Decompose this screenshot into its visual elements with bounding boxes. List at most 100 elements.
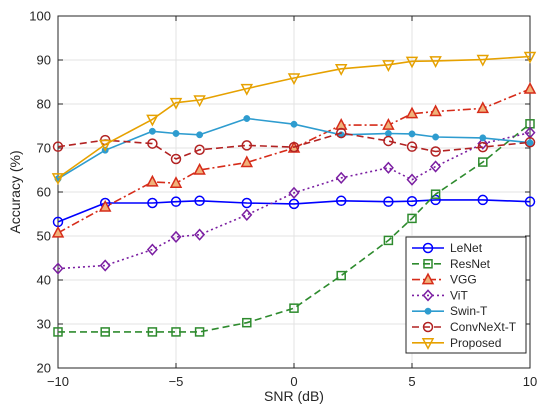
series-swin-t [54,115,534,183]
data-point-resnet [383,235,394,246]
data-point-lenet [430,194,441,206]
y-tick-label: 100 [29,9,51,24]
data-point-vit [99,259,111,272]
legend-box [405,236,527,354]
data-point-proposed [240,83,254,96]
data-point-lenet [241,197,253,209]
data-point-lenet [194,195,205,207]
data-point-vgg [240,155,254,168]
data-point-vgg [405,106,419,119]
legend-marker-swin-t [424,307,432,315]
data-point-lenet [524,196,536,207]
data-point-vit [382,161,394,174]
data-point-convnext-t [383,135,394,147]
data-point-swin-t [172,130,180,137]
legend-label-swin-t: Swin-T [450,304,488,318]
legend-marker-proposed [421,338,435,350]
data-point-lenet [147,197,158,209]
legend-label-convnext-t: ConvNeXt-T [450,320,517,334]
data-point-proposed [287,73,301,86]
legend-marker-vit [422,289,434,302]
data-point-vit [477,137,489,150]
data-point-convnext-t [335,127,347,139]
data-point-proposed [169,97,183,110]
data-point-convnext-t [430,146,441,157]
data-point-vgg [382,118,395,130]
data-point-swin-t [408,130,416,138]
data-point-swin-t [196,131,204,139]
data-point-proposed [405,56,419,69]
legend-label-vit: ViT [450,288,468,302]
data-point-proposed [51,173,65,186]
data-point-lenet [170,196,182,207]
y-tick-label: 60 [37,185,51,200]
data-point-resnet [336,270,346,281]
y-tick-label: 20 [37,361,51,376]
data-point-resnet [478,157,488,167]
legend-marker-resnet [423,259,433,269]
data-point-swin-t [526,139,534,147]
data-point-convnext-t [194,144,205,156]
data-point-swin-t [290,120,298,128]
data-point-vit [406,173,418,186]
legend-marker-convnext-t [422,321,434,333]
data-point-vit [170,230,182,244]
data-point-proposed [523,51,537,64]
data-point-convnext-t [477,141,489,153]
data-point-vit [241,208,253,222]
data-point-proposed [193,95,206,108]
series-group [51,51,537,337]
data-point-proposed [476,54,490,67]
series-line-convnext-t [57,132,531,160]
legend-label-resnet: ResNet [450,257,491,271]
data-point-resnet [100,327,110,337]
y-axis-title: Accuracy (%) [7,150,23,233]
data-point-resnet [147,327,158,337]
y-tick-label: 40 [37,273,51,288]
data-point-resnet [430,189,441,199]
data-point-resnet [53,327,63,337]
data-point-vit [430,160,442,173]
axis-ticks: −10 −5 0 5 10 20 30 40 50 60 70 80 90 100 [29,9,537,390]
series-line-proposed [57,55,531,179]
series-line-resnet [58,123,531,333]
data-point-swin-t [479,134,487,142]
y-tick-label: 70 [37,141,51,156]
data-point-convnext-t [406,141,418,152]
data-point-convnext-t [524,137,536,148]
y-tick-label: 80 [37,97,51,112]
series-proposed [51,51,537,186]
legend-label-vgg: VGG [450,273,477,287]
data-point-vgg [146,174,159,187]
data-point-convnext-t [170,153,182,165]
data-point-vit [146,243,158,256]
data-point-resnet [194,327,205,337]
data-point-vit [194,228,206,241]
x-axis-title: SNR (dB) [264,388,324,404]
data-point-vgg [193,162,206,175]
data-point-vgg [51,225,65,238]
data-point-vit [335,171,347,185]
y-tick-label: 90 [37,53,51,68]
data-point-convnext-t [241,140,253,151]
data-point-convnext-t [288,141,300,153]
data-point-vit [288,186,300,200]
y-tick-label: 30 [37,317,51,332]
legend-label-lenet: LeNet [450,241,483,255]
data-point-proposed [429,56,442,68]
data-point-convnext-t [147,138,158,149]
data-point-vgg [429,104,442,117]
data-point-lenet [383,196,394,207]
x-tick-label: 0 [290,374,297,389]
series-vit [52,126,536,275]
data-point-resnet [171,327,181,337]
x-tick-label: −5 [169,374,184,389]
data-point-swin-t [148,127,156,135]
x-tick-label: −10 [47,374,69,389]
series-line-vit [57,131,531,270]
data-point-vit [52,262,64,275]
data-point-resnet [289,303,299,313]
